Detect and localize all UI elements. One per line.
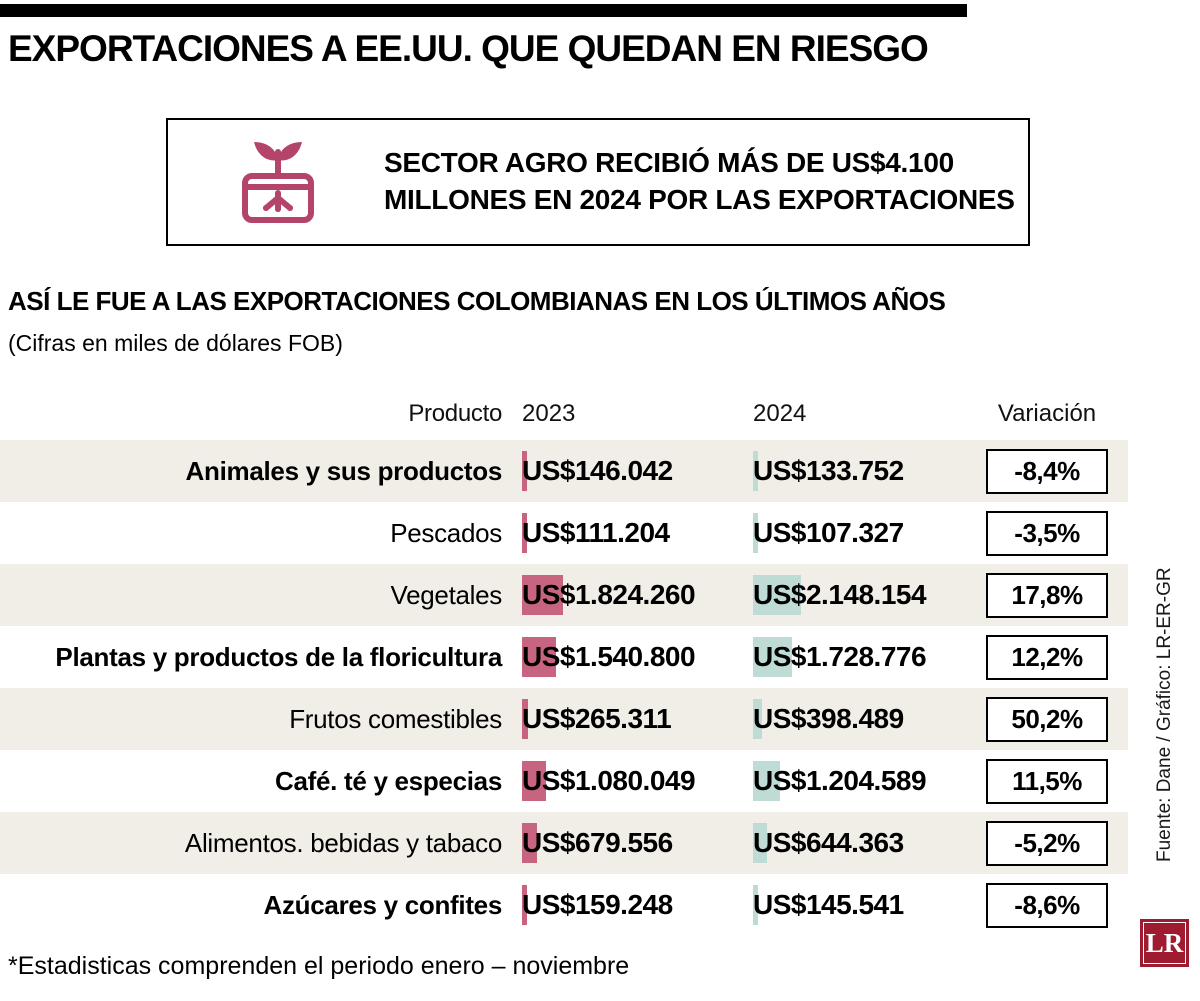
variation-cell: -8,4% (966, 448, 1128, 494)
product-name: Animales y sus productos (185, 455, 503, 486)
section-subheading: (Cifras en miles de dólares FOB) (8, 330, 343, 356)
value-2023-label: US$1.824.260 (522, 579, 696, 610)
table-row: Café. té y especias US$1.080.049 US$1.204.… (0, 750, 1128, 812)
value-2024: US$145.541 (735, 885, 966, 925)
variation-badge: -5,2% (986, 820, 1108, 866)
value-2023: US$1.824.260 (504, 575, 735, 615)
variation-cell: 50,2% (966, 696, 1128, 742)
value-2024-label: US$1.204.589 (753, 765, 927, 796)
value-2024-label: US$145.541 (753, 889, 904, 920)
value-2023-label: US$1.080.049 (522, 765, 696, 796)
callout-text: SECTOR AGRO RECIBIÓ MÁS DE US$4.100 MILL… (384, 145, 1015, 219)
table-row: Alimentos. bebidas y tabaco US$679.556 US$… (0, 812, 1128, 874)
bar-2024 (753, 637, 792, 677)
value-2024: US$398.489 (735, 699, 966, 739)
bar-2023 (522, 513, 527, 553)
header-variacion: Variación (997, 400, 1097, 427)
variation-cell: -5,2% (966, 820, 1128, 866)
variation-cell: 12,2% (966, 634, 1128, 680)
value-2024: US$1.204.589 (735, 761, 966, 801)
callout-line-1: SECTOR AGRO RECIBIÓ MÁS DE US$4.100 (384, 147, 954, 179)
table-row: Frutos comestibles US$265.311 US$398.489 50… (0, 688, 1128, 750)
value-2024-label: US$2.148.154 (753, 579, 927, 610)
seedling-pot-icon (228, 130, 328, 235)
callout-line-2: MILLONES EN 2024 POR LAS EXPORTACIONES (384, 184, 1015, 215)
value-2023: US$679.556 (504, 823, 735, 863)
bar-2023 (522, 637, 556, 677)
product-name: Pescados (390, 517, 502, 548)
bar-2024 (753, 823, 767, 863)
variation-badge: -3,5% (986, 510, 1108, 556)
table-body: Animales y sus productos US$146.042 US$133… (0, 440, 1128, 936)
value-2023: US$1.540.800 (504, 637, 735, 677)
product-name: Café. té y especias (275, 765, 502, 796)
variation-badge: -8,4% (986, 448, 1108, 494)
value-2023-label: US$265.311 (522, 703, 672, 734)
bar-2023 (522, 761, 546, 801)
value-2023-label: US$146.042 (522, 455, 673, 486)
table-row: Azúcares y confites US$159.248 US$145.541 -… (0, 874, 1128, 936)
value-2024: US$107.327 (735, 513, 966, 553)
value-2023-label: US$679.556 (522, 827, 673, 858)
variation-badge: 12,2% (986, 634, 1108, 680)
bar-2023 (522, 451, 527, 491)
variation-badge: 50,2% (986, 696, 1108, 742)
product-name: Alimentos. bebidas y tabaco (184, 827, 502, 858)
value-2024: US$644.363 (735, 823, 966, 863)
callout-box: SECTOR AGRO RECIBIÓ MÁS DE US$4.100 MILL… (166, 118, 1030, 246)
value-2024-label: US$644.363 (753, 827, 904, 858)
value-2024-label: US$398.489 (753, 703, 904, 734)
product-name: Vegetales (390, 579, 502, 610)
table-row: Vegetales US$1.824.260 US$2.148.154 17,8% (0, 564, 1128, 626)
value-2023-label: US$1.540.800 (522, 641, 696, 672)
variation-cell: -8,6% (966, 882, 1128, 928)
value-2024-label: US$133.752 (753, 455, 904, 486)
product-name: Plantas y productos de la floricultura (55, 641, 502, 672)
bar-2024 (753, 575, 801, 615)
product-name: Frutos comestibles (289, 703, 502, 734)
variation-cell: 17,8% (966, 572, 1128, 618)
top-accent-bar (0, 4, 967, 17)
table-row: Animales y sus productos US$146.042 US$133… (0, 440, 1128, 502)
value-2023: US$1.080.049 (504, 761, 735, 801)
bar-2023 (522, 699, 528, 739)
variation-cell: 11,5% (966, 758, 1128, 804)
value-2023: US$111.204 (504, 513, 735, 553)
footnote: *Estadisticas comprenden el periodo ener… (8, 952, 630, 980)
value-2024-label: US$107.327 (753, 517, 904, 548)
bar-2024 (753, 451, 758, 491)
value-2024: US$2.148.154 (735, 575, 966, 615)
variation-badge: -8,6% (986, 882, 1108, 928)
table-header: Producto 2023 2024 Variación (0, 388, 1128, 440)
table-row: Pescados US$111.204 US$107.327 -3,5% (0, 502, 1128, 564)
bar-2023 (522, 575, 563, 615)
bar-2024 (753, 699, 762, 739)
variation-badge: 17,8% (986, 572, 1108, 618)
header-producto: Producto (408, 400, 502, 427)
bar-2023 (522, 885, 527, 925)
variation-cell: -3,5% (966, 510, 1128, 556)
product-name: Azúcares y confites (263, 889, 502, 920)
header-2023: 2023 (522, 400, 576, 427)
value-2023: US$159.248 (504, 885, 735, 925)
table-row: Plantas y productos de la floricultura US… (0, 626, 1128, 688)
value-2023-label: US$159.248 (522, 889, 673, 920)
variation-badge: 11,5% (986, 758, 1108, 804)
value-2023: US$146.042 (504, 451, 735, 491)
section-heading: ASÍ LE FUE A LAS EXPORTACIONES COLOMBIAN… (8, 286, 946, 316)
bar-2024 (753, 885, 758, 925)
exports-table: Producto 2023 2024 Variación Animales y … (0, 388, 1128, 936)
value-2024-label: US$1.728.776 (753, 641, 927, 672)
bar-2024 (753, 761, 780, 801)
value-2024: US$133.752 (735, 451, 966, 491)
value-2023-label: US$111.204 (522, 517, 670, 548)
page-title: EXPORTACIONES A EE.UU. QUE QUEDAN EN RIE… (8, 28, 929, 69)
bar-2024 (753, 513, 758, 553)
source-credit: Fuente: Dane / Gráfico: LR-ER-GR (1154, 567, 1175, 862)
lr-logo: LR (1140, 919, 1189, 967)
value-2024: US$1.728.776 (735, 637, 966, 677)
header-2024: 2024 (753, 400, 807, 427)
bar-2023 (522, 823, 537, 863)
value-2023: US$265.311 (504, 699, 735, 739)
